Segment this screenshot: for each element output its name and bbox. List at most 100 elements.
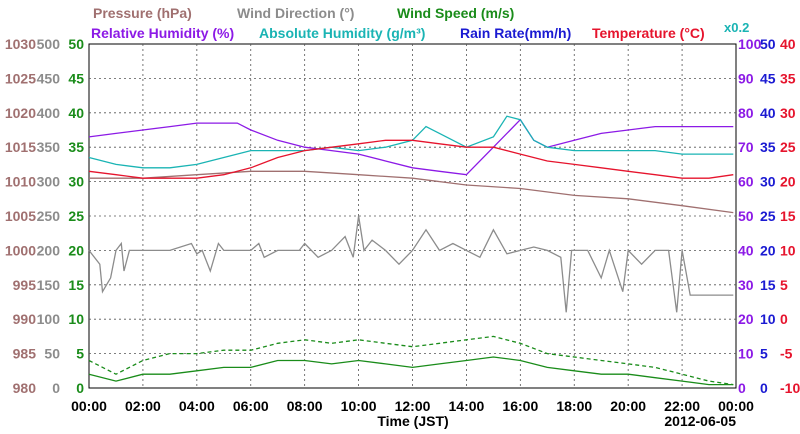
tick-label-wind-speed: 40 (68, 105, 84, 121)
tick-label-wind-direction: 200 (37, 242, 61, 258)
tick-label-relative-humidity: 70 (738, 139, 754, 155)
tick-label-wind-direction: 150 (37, 277, 61, 293)
tick-label-relative-humidity: 80 (738, 105, 754, 121)
tick-label-relative-humidity: 10 (738, 346, 754, 362)
tick-label-relative-humidity: 60 (738, 174, 754, 190)
legend-absolute-humidity: Absolute Humidity (g/m³) (259, 25, 425, 41)
tick-label-wind-speed: 10 (68, 311, 84, 327)
tick-label-wind-direction: 450 (37, 70, 61, 86)
series-line-absolute-humidity-g-m (88, 115, 734, 169)
tick-label-relative-humidity: 90 (738, 70, 754, 86)
right-axes: 1009080706050403020100504540353025201510… (738, 36, 800, 396)
tick-label-pressure: 1025 (5, 70, 36, 86)
legend-row-1: Pressure (hPa) Wind Direction (°) Wind S… (93, 5, 514, 21)
legend-row-2: Relative Humidity (%) Absolute Humidity … (91, 20, 749, 41)
series-line-wind-speed-gust-m-s (88, 335, 734, 386)
x-tick-label: 08:00 (287, 398, 323, 414)
tick-label-temperature: 10 (780, 242, 796, 258)
tick-label-pressure: 990 (13, 311, 37, 327)
tick-label-relative-humidity: 100 (738, 36, 762, 52)
tick-label-rain-rate: 0 (760, 380, 768, 396)
x-tick-label: 12:00 (395, 398, 431, 414)
tick-label-wind-direction: 50 (44, 346, 60, 362)
tick-label-relative-humidity: 0 (738, 380, 746, 396)
tick-label-rain-rate: 5 (760, 346, 768, 362)
tick-label-wind-direction: 250 (37, 208, 61, 224)
tick-label-rain-rate: 20 (760, 242, 776, 258)
tick-label-wind-speed: 15 (68, 277, 84, 293)
grid-lines (89, 44, 736, 388)
tick-label-wind-direction: 300 (37, 174, 61, 190)
tick-label-rain-rate: 30 (760, 174, 776, 190)
x-tick-label: 22:00 (664, 398, 700, 414)
tick-label-rain-rate: 10 (760, 311, 776, 327)
tick-label-wind-direction: 100 (37, 311, 61, 327)
tick-label-pressure: 995 (13, 277, 37, 293)
tick-label-wind-speed: 25 (68, 208, 84, 224)
tick-label-rain-rate: 40 (760, 105, 776, 121)
tick-label-rain-rate: 45 (760, 70, 776, 86)
series-line-pressure-hpa (89, 170, 734, 214)
tick-label-relative-humidity: 40 (738, 242, 754, 258)
tick-label-rain-rate: 15 (760, 277, 776, 293)
x-tick-label: 00:00 (718, 398, 754, 414)
x-tick-label: 00:00 (71, 398, 107, 414)
tick-label-relative-humidity: 20 (738, 311, 754, 327)
series-line-temperature-c (88, 139, 734, 179)
tick-label-temperature: 5 (780, 277, 788, 293)
tick-label-pressure: 985 (13, 346, 37, 362)
legend-pressure: Pressure (hPa) (93, 5, 192, 21)
tick-label-wind-direction: 0 (52, 380, 60, 396)
tick-label-temperature: 35 (780, 70, 796, 86)
x-tick-label: 20:00 (610, 398, 646, 414)
series-line-wind-direction (88, 215, 734, 313)
tick-label-wind-speed: 0 (76, 380, 84, 396)
tick-label-temperature: 20 (780, 174, 796, 190)
series-layer (88, 115, 734, 386)
tick-label-temperature: -10 (780, 380, 800, 396)
series-line-wind-speed-m-s (88, 356, 734, 386)
series-line-relative-humidity (88, 118, 734, 176)
tick-label-wind-direction: 500 (37, 36, 61, 52)
abs-humidity-scale-note: x0.2 (724, 20, 749, 35)
x-tick-label: 10:00 (341, 398, 377, 414)
tick-label-pressure: 1020 (5, 105, 36, 121)
tick-label-temperature: 0 (780, 311, 788, 327)
legend-temperature: Temperature (°C) (592, 25, 705, 41)
tick-label-pressure: 1015 (5, 139, 36, 155)
x-tick-label: 06:00 (233, 398, 269, 414)
tick-label-wind-direction: 350 (37, 139, 61, 155)
legend-wind-direction: Wind Direction (°) (237, 5, 354, 21)
tick-label-wind-speed: 45 (68, 70, 84, 86)
tick-label-rain-rate: 25 (760, 208, 776, 224)
x-axis-label: Time (JST) (377, 413, 448, 429)
tick-label-wind-speed: 50 (68, 36, 84, 52)
x-tick-label: 16:00 (502, 398, 538, 414)
tick-label-rain-rate: 35 (760, 139, 776, 155)
legend-wind-speed: Wind Speed (m/s) (397, 5, 514, 21)
tick-label-pressure: 1000 (5, 242, 36, 258)
x-tick-label: 18:00 (556, 398, 592, 414)
tick-label-temperature: 40 (780, 36, 796, 52)
tick-label-wind-speed: 20 (68, 242, 84, 258)
tick-label-temperature: -5 (780, 346, 793, 362)
tick-label-temperature: 30 (780, 105, 796, 121)
tick-label-wind-speed: 5 (76, 346, 84, 362)
tick-label-pressure: 1030 (5, 36, 36, 52)
legend-rain-rate: Rain Rate(mm/h) (460, 25, 571, 41)
tick-label-pressure: 1010 (5, 174, 36, 190)
date-label: 2012-06-05 (664, 413, 736, 429)
tick-label-pressure: 980 (13, 380, 37, 396)
tick-label-wind-speed: 35 (68, 139, 84, 155)
tick-label-temperature: 15 (780, 208, 796, 224)
tick-label-temperature: 25 (780, 139, 796, 155)
tick-label-wind-direction: 400 (37, 105, 61, 121)
x-tick-label: 02:00 (125, 398, 161, 414)
legend-relative-humidity: Relative Humidity (%) (91, 25, 234, 41)
x-tick-label: 04:00 (179, 398, 215, 414)
tick-label-relative-humidity: 50 (738, 208, 754, 224)
tick-label-wind-speed: 30 (68, 174, 84, 190)
tick-label-relative-humidity: 30 (738, 277, 754, 293)
x-axis: 00:00 02:00 04:00 06:00 08:00 10:00 12:00 14:00… (71, 398, 754, 414)
